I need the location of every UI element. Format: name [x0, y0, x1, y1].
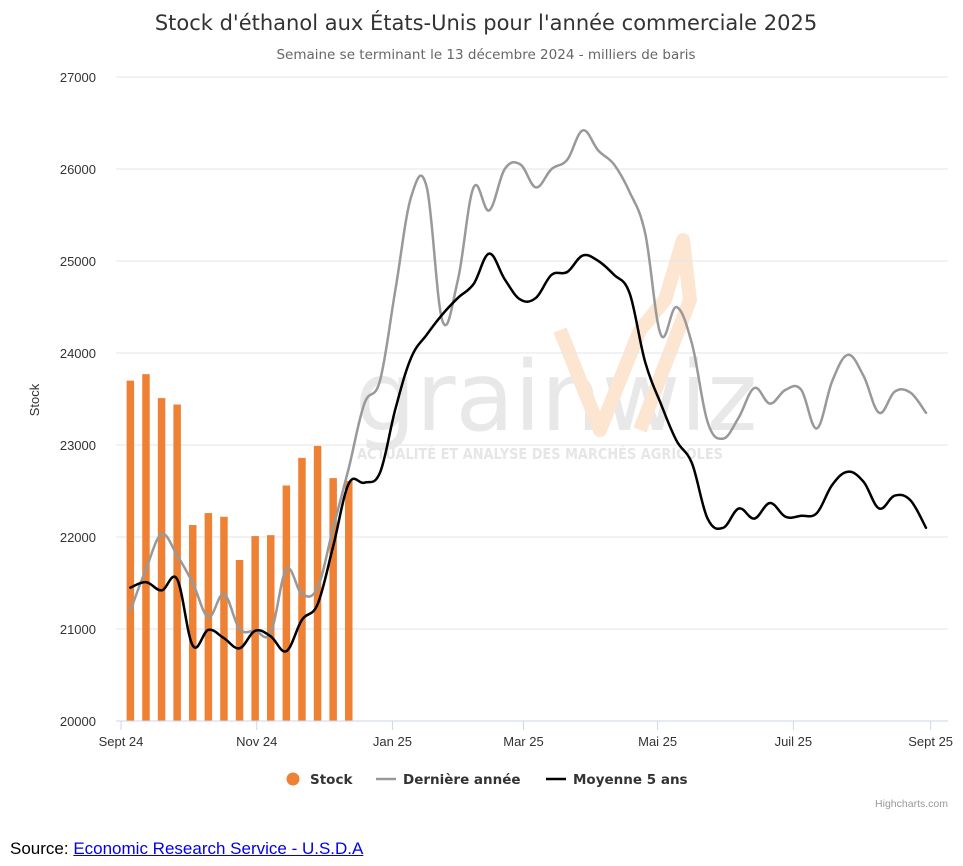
stock-bars [126, 374, 353, 721]
x-axis-ticks: Sept 24 Nov 24 Jan 25 Mar 25 Mai 25 Juil 25 Se… [99, 721, 953, 749]
x-tick-label: Juil 25 [775, 734, 813, 749]
y-tick-label: 27000 [60, 70, 96, 85]
stock-bar[interactable] [126, 380, 135, 721]
y-axis-title: Stock [27, 383, 42, 416]
credits-link[interactable]: Highcharts.com [875, 798, 948, 810]
y-tick-label: 21000 [60, 622, 96, 637]
five-year-average-line[interactable] [129, 252, 928, 653]
source-prefix: Source: [10, 839, 74, 858]
stock-bar[interactable] [313, 445, 322, 721]
stock-bar[interactable] [251, 536, 259, 721]
legend-item[interactable]: Stock [286, 772, 354, 788]
series-lines [129, 129, 928, 653]
stock-bar[interactable] [220, 516, 228, 721]
legend-label: Moyenne 5 ans [573, 772, 688, 788]
stock-bar[interactable] [298, 457, 306, 721]
stock-bar[interactable] [189, 525, 197, 721]
y-axis-ticks: 20000 21000 22000 23000 24000 25000 26000 27000 [60, 70, 96, 729]
x-tick-label: Nov 24 [236, 734, 277, 749]
y-tick-label: 20000 [60, 714, 96, 729]
grainwiz-watermark: grainwiz ACTUALITÉ ET ANALYSE DES MARCHÉ… [355, 233, 757, 463]
y-tick-label: 25000 [60, 254, 96, 269]
x-tick-label: Mai 25 [638, 734, 677, 749]
stock-bar[interactable] [157, 398, 166, 721]
legend: Stock Dernière année Moyenne 5 ans [286, 772, 688, 788]
source-line: Source: Economic Research Service - U.S.… [10, 839, 363, 859]
stock-bar[interactable] [267, 535, 275, 721]
legend-item[interactable]: Dernière année [376, 772, 521, 788]
stock-bar[interactable] [329, 478, 337, 721]
chart-subtitle: Semaine se terminant le 13 décembre 2024… [276, 47, 695, 63]
stock-bar[interactable] [235, 560, 244, 721]
stock-bar[interactable] [282, 485, 291, 721]
x-tick-label: Sept 25 [908, 734, 953, 749]
legend-item[interactable]: Moyenne 5 ans [546, 772, 688, 788]
stock-bar[interactable] [173, 404, 181, 721]
x-tick-label: Sept 24 [99, 734, 144, 749]
watermark-logo: grainwiz [355, 341, 757, 453]
x-tick-label: Mar 25 [503, 734, 543, 749]
legend-symbol-circle [286, 772, 300, 786]
watermark-accent [553, 233, 697, 437]
y-gridlines [116, 76, 948, 630]
y-tick-label: 24000 [60, 346, 96, 361]
stock-bar[interactable] [345, 480, 353, 721]
x-tick-label: Jan 25 [373, 734, 412, 749]
legend-label: Dernière année [403, 772, 521, 788]
stock-bar[interactable] [142, 374, 150, 721]
legend-label: Stock [310, 772, 353, 788]
chart-title: Stock d'éthanol aux États-Unis pour l'an… [155, 10, 817, 35]
source-link[interactable]: Economic Research Service - U.S.D.A [73, 839, 364, 858]
y-tick-label: 23000 [60, 438, 96, 453]
watermark-tagline: ACTUALITÉ ET ANALYSE DES MARCHÉS AGRICOL… [357, 444, 723, 463]
y-tick-label: 26000 [60, 162, 96, 177]
y-tick-label: 22000 [60, 530, 96, 545]
